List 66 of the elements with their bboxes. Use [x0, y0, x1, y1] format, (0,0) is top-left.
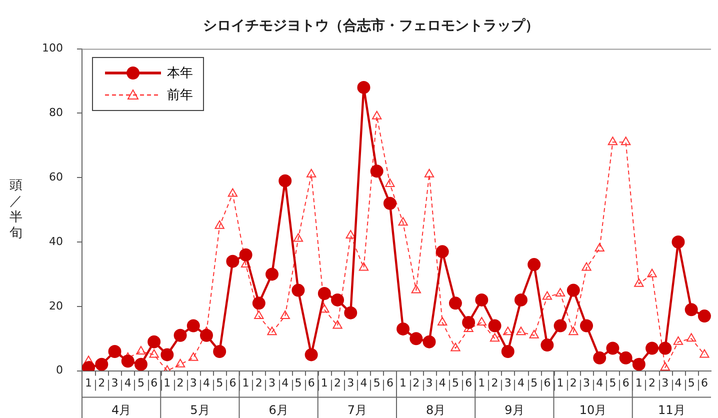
x-tick-label: 3 — [583, 376, 590, 390]
text: 6月 — [268, 402, 288, 417]
x-tick-label: 6 — [465, 376, 472, 390]
x-tick-label: 4 — [202, 376, 210, 390]
x-tick-label: 1 — [635, 376, 642, 390]
y-tick-label: 80 — [48, 106, 63, 120]
x-tick-label: 3 — [662, 376, 669, 390]
x-tick-label: 4 — [596, 376, 604, 390]
y-tick-label: 60 — [48, 170, 63, 184]
text: 11月 — [658, 402, 686, 417]
x-tick-label: 1 — [85, 376, 92, 390]
x-tick-label: 1 — [556, 376, 564, 390]
y-tick-label: 0 — [56, 364, 63, 377]
y-tick-label: 20 — [48, 299, 63, 312]
x-tick-label: 5 — [137, 376, 144, 390]
x-tick-label: 2 — [176, 376, 184, 390]
x-tick-label: 2 — [412, 376, 420, 390]
x-tick-label: 2 — [334, 376, 342, 390]
text: 7月 — [347, 402, 368, 417]
x-tick-label: 1 — [164, 376, 171, 390]
x-tick-label: 1 — [320, 376, 328, 390]
legend-label: 前年 — [166, 86, 193, 104]
x-tick-label: 2 — [491, 376, 498, 390]
x-tick-label: 1 — [242, 376, 250, 390]
y-tick-label: 100 — [42, 42, 63, 55]
x-tick-label: 3 — [268, 376, 276, 390]
x-tick-label: 5 — [373, 376, 380, 390]
y-tick-label: 40 — [48, 234, 63, 248]
x-tick-label: 1 — [400, 376, 407, 390]
legend-label: 本年 — [166, 64, 193, 82]
text: 9月 — [504, 402, 524, 417]
x-tick-label: 1 — [478, 376, 486, 390]
x-tick-label: 6 — [700, 376, 708, 390]
x-tick-label: 3 — [190, 376, 197, 390]
x-tick-label: 3 — [111, 376, 118, 390]
chart-title: シロイチモジヨトウ（合志市・フェロモントラップ） — [203, 17, 539, 34]
text: 4月 — [111, 402, 132, 417]
x-tick-label: 6 — [308, 376, 315, 390]
x-tick-label: 6 — [386, 376, 394, 390]
x-tick-label: 4 — [517, 376, 524, 390]
x-tick-label: 6 — [150, 376, 158, 390]
x-tick-label: 3 — [504, 376, 512, 390]
x-tick-label: 2 — [570, 376, 577, 390]
x-tick-label: 5 — [609, 376, 616, 390]
x-tick-label: 6 — [229, 376, 236, 390]
text: 10月 — [579, 402, 607, 417]
x-tick-label: 6 — [622, 376, 630, 390]
x-tick-label: 6 — [544, 376, 551, 390]
x-tick-label: 2 — [648, 376, 656, 390]
x-tick-label: 5 — [530, 376, 538, 390]
x-tick-label: 5 — [452, 376, 459, 390]
x-tick-label: 3 — [347, 376, 354, 390]
x-tick-label: 4 — [674, 376, 682, 390]
x-tick-label: 2 — [98, 376, 106, 390]
y-axis-title: 頭／半旬 — [10, 178, 22, 242]
x-tick-label: 4 — [438, 376, 446, 390]
text: 8月 — [426, 402, 446, 417]
x-tick-label: 5 — [688, 376, 695, 390]
x-tick-label: 4 — [282, 376, 289, 390]
x-tick-label: 5 — [294, 376, 302, 390]
text: 5月 — [190, 402, 210, 417]
x-tick-label: 4 — [124, 376, 132, 390]
x-tick-label: 2 — [255, 376, 262, 390]
x-tick-label: 3 — [426, 376, 433, 390]
x-tick-label: 5 — [216, 376, 224, 390]
x-tick-label: 4 — [360, 376, 368, 390]
